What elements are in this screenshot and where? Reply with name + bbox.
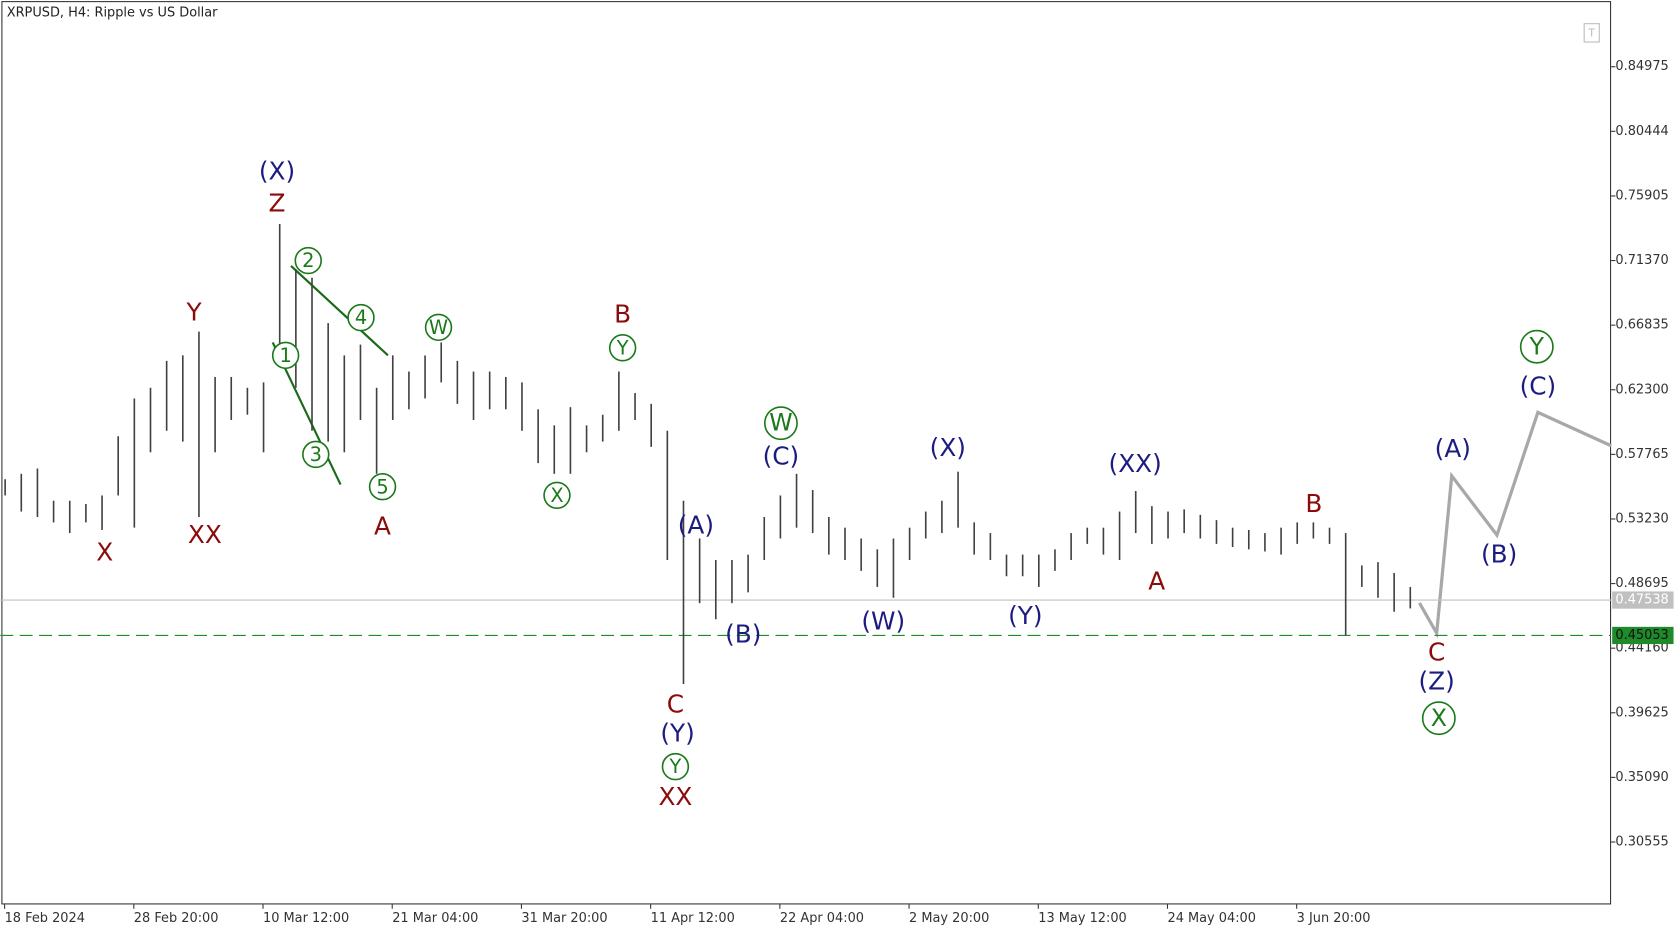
wave-label: Y xyxy=(668,755,681,778)
wave-label: (A) xyxy=(1435,434,1471,463)
wave-label: X xyxy=(550,484,563,507)
wave-label: A xyxy=(374,512,391,541)
wave-label: (A) xyxy=(678,511,714,540)
y-tick-label: 0.84975 xyxy=(1615,59,1668,74)
wave-circle xyxy=(763,406,798,441)
wave-label: 4 xyxy=(355,306,367,329)
wave-label: X xyxy=(96,537,113,566)
wave-circle xyxy=(1421,701,1456,736)
wave-label: (B) xyxy=(725,619,761,648)
wave-circle xyxy=(661,752,690,781)
wave-label: C xyxy=(667,689,684,718)
y-tick-label: 0.75905 xyxy=(1615,188,1668,203)
forecast-path xyxy=(1418,410,1612,639)
y-tick-label: 0.71370 xyxy=(1615,253,1668,268)
wave-circle xyxy=(424,313,453,342)
wave-label: B xyxy=(614,299,631,328)
x-tick-label: 31 Mar 20:00 xyxy=(521,911,607,926)
price-label-box xyxy=(1612,591,1674,609)
wave-circle xyxy=(608,334,637,362)
wave-circle xyxy=(1519,329,1554,364)
x-tick-label: 13 May 12:00 xyxy=(1038,911,1127,926)
wave-label: 2 xyxy=(302,249,314,272)
wave-label: W xyxy=(769,409,792,437)
wave-circle xyxy=(543,481,571,510)
x-tick-label: 24 May 04:00 xyxy=(1167,911,1256,926)
trade-icon[interactable] xyxy=(1583,23,1600,43)
wave-label: (B) xyxy=(1481,540,1517,569)
y-tick-label: 0.53230 xyxy=(1615,511,1668,526)
trade-icon-glyph: T xyxy=(1587,26,1595,39)
x-tick-label: 10 Mar 12:00 xyxy=(263,911,349,926)
wave-label: W xyxy=(429,316,448,339)
wave-label: B xyxy=(1305,489,1322,518)
wave-label: C xyxy=(1428,638,1445,667)
wave-label: (W) xyxy=(861,606,905,635)
wave-label: Y xyxy=(1529,332,1545,360)
y-tick-label: 0.80444 xyxy=(1615,124,1668,139)
wave-circle xyxy=(271,341,300,370)
wave-label: (C) xyxy=(1520,372,1557,401)
wave-label: Y xyxy=(186,297,203,326)
x-tick-label: 18 Feb 2024 xyxy=(5,911,85,926)
wave-label: XX xyxy=(188,520,222,549)
x-tick-label: 11 Apr 12:00 xyxy=(651,911,735,926)
y-tick-label: 0.30555 xyxy=(1615,834,1668,849)
wave-label: 5 xyxy=(376,475,388,498)
wave-label: (XX) xyxy=(1109,449,1162,478)
wave-label: Y xyxy=(616,336,629,359)
wave-circle xyxy=(368,472,397,501)
y-tick-label: 0.44160 xyxy=(1615,641,1668,656)
x-tick-label: 22 Apr 04:00 xyxy=(780,911,864,926)
y-tick-label: 0.66835 xyxy=(1615,318,1668,333)
wave-label: (Z) xyxy=(1419,667,1455,696)
y-tick-label: 0.57765 xyxy=(1615,447,1668,462)
wave-label: (Y) xyxy=(1008,601,1042,630)
wave-label: (X) xyxy=(259,156,295,185)
wave-label: 1 xyxy=(279,344,291,367)
price-label: 0.47538 xyxy=(1615,593,1668,608)
wave-circle xyxy=(347,303,375,332)
plot-frame xyxy=(1,1,1612,905)
wave-label: Z xyxy=(269,189,286,218)
x-tick-label: 2 May 20:00 xyxy=(909,911,989,926)
wave-label: XX xyxy=(658,782,692,811)
wave-label: 3 xyxy=(310,443,322,466)
wave-label: (X) xyxy=(930,433,966,462)
wave-label: X xyxy=(1431,704,1447,732)
x-tick-label: 21 Mar 04:00 xyxy=(392,911,478,926)
price-label-box xyxy=(1612,626,1674,645)
y-tick-label: 0.39625 xyxy=(1615,705,1668,720)
wave-label: (C) xyxy=(763,442,800,471)
trend-line xyxy=(290,265,389,357)
wave-label: A xyxy=(1148,567,1165,596)
x-tick-label: 28 Feb 20:00 xyxy=(134,911,219,926)
y-tick-label: 0.62300 xyxy=(1615,382,1668,397)
price-label: 0.45053 xyxy=(1615,628,1668,643)
x-tick-label: 3 Jun 20:00 xyxy=(1297,911,1371,926)
y-tick-label: 0.35090 xyxy=(1615,770,1668,785)
wave-circle xyxy=(302,440,330,469)
wave-circle xyxy=(294,246,322,275)
chart-title: XRPUSD, H4: Ripple vs US Dollar xyxy=(7,5,218,20)
y-tick-label: 0.48695 xyxy=(1615,576,1668,591)
wave-label: (Y) xyxy=(660,718,694,747)
